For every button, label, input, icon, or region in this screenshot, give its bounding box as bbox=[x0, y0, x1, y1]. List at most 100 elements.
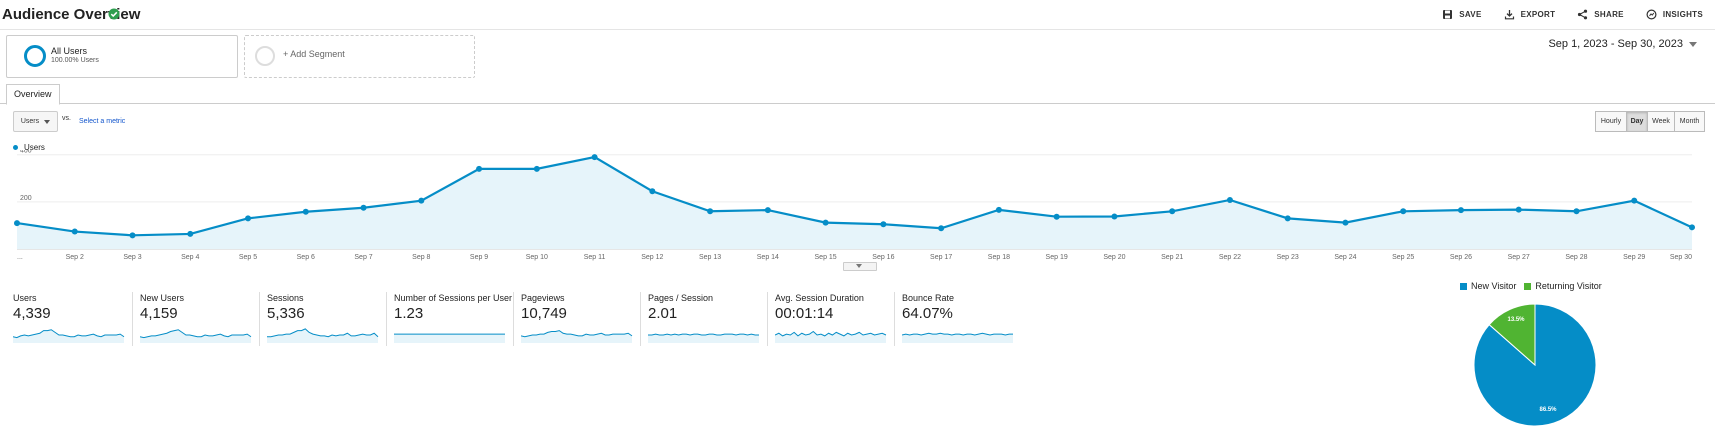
granularity-month[interactable]: Month bbox=[1674, 111, 1705, 132]
sparkline-line bbox=[140, 329, 252, 339]
page-title: Audience Overview bbox=[2, 6, 141, 23]
sparkline-fill bbox=[394, 334, 505, 343]
x-tick-label: Sep 18 bbox=[988, 254, 1010, 261]
users-line-chart: 200 400... Sep 2 Sep 3 Sep 4 Sep 5 Sep 6 Sep 7 S… bbox=[14, 150, 1695, 261]
share-label: SHARE bbox=[1594, 10, 1624, 19]
data-point[interactable] bbox=[1226, 196, 1233, 203]
data-point[interactable] bbox=[1515, 206, 1522, 213]
x-tick-label: Sep 17 bbox=[930, 254, 952, 261]
data-point[interactable] bbox=[1169, 208, 1176, 215]
y-tick-label: 400 bbox=[20, 150, 32, 155]
metric-card[interactable]: Number of Sessions per User 1.23 bbox=[387, 292, 514, 346]
legend-returning-visitor: Returning Visitor bbox=[1524, 281, 1602, 291]
pie-label-returning-visitor: 13.5% bbox=[1507, 317, 1525, 323]
metric-card[interactable]: Pageviews 10,749 bbox=[514, 292, 641, 346]
select-metric-link[interactable]: Select a metric bbox=[79, 118, 126, 125]
x-tick-label: Sep 19 bbox=[1046, 254, 1068, 261]
x-tick-label: Sep 14 bbox=[757, 254, 779, 261]
granularity-day[interactable]: Day bbox=[1626, 111, 1648, 132]
x-tick-label: Sep 21 bbox=[1161, 254, 1183, 261]
y-tick-label: 200 bbox=[20, 195, 32, 202]
data-point[interactable] bbox=[129, 232, 136, 239]
metric-name: Avg. Session Duration bbox=[775, 293, 864, 303]
data-point[interactable] bbox=[880, 221, 887, 228]
metric-card[interactable]: New Users 4,159 bbox=[133, 292, 260, 346]
x-tick-label: Sep 7 bbox=[354, 254, 372, 261]
x-tick-label: ... bbox=[17, 254, 23, 261]
data-point[interactable] bbox=[649, 188, 656, 195]
date-range-label: Sep 1, 2023 - Sep 30, 2023 bbox=[1548, 38, 1683, 50]
data-point[interactable] bbox=[476, 165, 483, 172]
granularity-hourly[interactable]: Hourly bbox=[1595, 111, 1627, 132]
chart-resize-handle[interactable] bbox=[843, 262, 877, 271]
data-point[interactable] bbox=[302, 208, 309, 215]
x-tick-label: Sep 12 bbox=[641, 254, 663, 261]
data-point[interactable] bbox=[1689, 224, 1695, 231]
legend-swatch bbox=[13, 145, 18, 150]
data-point[interactable] bbox=[1573, 208, 1580, 215]
legend-label: Users bbox=[24, 143, 45, 152]
sparkline bbox=[13, 329, 125, 343]
data-point[interactable] bbox=[1457, 207, 1464, 214]
metric-name: Pageviews bbox=[521, 293, 565, 303]
metric-name: Bounce Rate bbox=[902, 293, 955, 303]
data-point[interactable] bbox=[533, 165, 540, 172]
metric-card[interactable]: Avg. Session Duration 00:01:14 bbox=[768, 292, 895, 346]
data-point[interactable] bbox=[418, 197, 425, 204]
data-point[interactable] bbox=[360, 204, 367, 211]
date-range-picker[interactable]: Sep 1, 2023 - Sep 30, 2023 bbox=[1548, 38, 1697, 50]
pie-slice-new-visitor[interactable] bbox=[1473, 303, 1597, 427]
metric-card[interactable]: Pages / Session 2.01 bbox=[641, 292, 768, 346]
segment-all-users[interactable]: All Users 100.00% Users bbox=[6, 35, 238, 78]
metric-dropdown[interactable]: Users bbox=[13, 111, 58, 132]
tab-overview[interactable]: Overview bbox=[6, 84, 60, 105]
x-tick-label: Sep 16 bbox=[872, 254, 894, 261]
data-point[interactable] bbox=[591, 154, 598, 161]
verified-check-icon bbox=[108, 8, 120, 20]
x-tick-label: Sep 6 bbox=[297, 254, 315, 261]
add-segment-button[interactable]: + Add Segment bbox=[244, 35, 475, 78]
save-button[interactable]: SAVE bbox=[1442, 9, 1481, 20]
granularity-week[interactable]: Week bbox=[1647, 111, 1675, 132]
data-point[interactable] bbox=[245, 215, 252, 222]
add-segment-label: + Add Segment bbox=[283, 49, 345, 59]
data-point[interactable] bbox=[1342, 219, 1349, 226]
data-point[interactable] bbox=[1400, 208, 1407, 215]
insights-button[interactable]: INSIGHTS bbox=[1646, 9, 1703, 20]
data-point[interactable] bbox=[822, 219, 829, 226]
metric-card[interactable]: Sessions 5,336 bbox=[260, 292, 387, 346]
export-icon bbox=[1504, 10, 1514, 20]
data-point[interactable] bbox=[71, 228, 78, 235]
data-point[interactable] bbox=[1053, 213, 1060, 220]
x-tick-label: Sep 22 bbox=[1219, 254, 1241, 261]
visitor-pie-chart: 86.5% 13.5% bbox=[1473, 303, 1597, 427]
metric-value: 00:01:14 bbox=[775, 305, 834, 322]
granularity-toggle: Hourly Day Week Month bbox=[1595, 111, 1705, 132]
data-point[interactable] bbox=[1631, 197, 1638, 204]
x-tick-label: Sep 15 bbox=[815, 254, 837, 261]
export-button[interactable]: EXPORT bbox=[1504, 9, 1556, 20]
chevron-down-icon bbox=[1689, 41, 1697, 47]
data-point[interactable] bbox=[187, 230, 194, 237]
data-point[interactable] bbox=[1111, 213, 1118, 220]
x-tick-label: Sep 8 bbox=[412, 254, 430, 261]
vs-label: vs. bbox=[62, 115, 71, 122]
pie-slice-returning-visitor[interactable] bbox=[1488, 303, 1536, 367]
insights-icon bbox=[1646, 9, 1657, 20]
x-tick-label: Sep 9 bbox=[470, 254, 488, 261]
data-point[interactable] bbox=[1284, 215, 1291, 222]
sparkline-line bbox=[775, 330, 887, 337]
series-line-users bbox=[16, 155, 1693, 237]
sparkline-fill bbox=[775, 331, 886, 343]
data-point[interactable] bbox=[14, 220, 20, 227]
data-point[interactable] bbox=[707, 208, 714, 215]
data-point[interactable] bbox=[938, 225, 945, 232]
metric-card[interactable]: Users 4,339 bbox=[6, 292, 133, 346]
data-point[interactable] bbox=[764, 207, 771, 214]
x-tick-label: Sep 11 bbox=[584, 254, 606, 261]
export-label: EXPORT bbox=[1520, 10, 1556, 19]
metric-card[interactable]: Bounce Rate 64.07% bbox=[895, 292, 1022, 346]
x-tick-label: Sep 20 bbox=[1103, 254, 1125, 261]
data-point[interactable] bbox=[995, 206, 1002, 213]
share-button[interactable]: SHARE bbox=[1577, 9, 1624, 20]
